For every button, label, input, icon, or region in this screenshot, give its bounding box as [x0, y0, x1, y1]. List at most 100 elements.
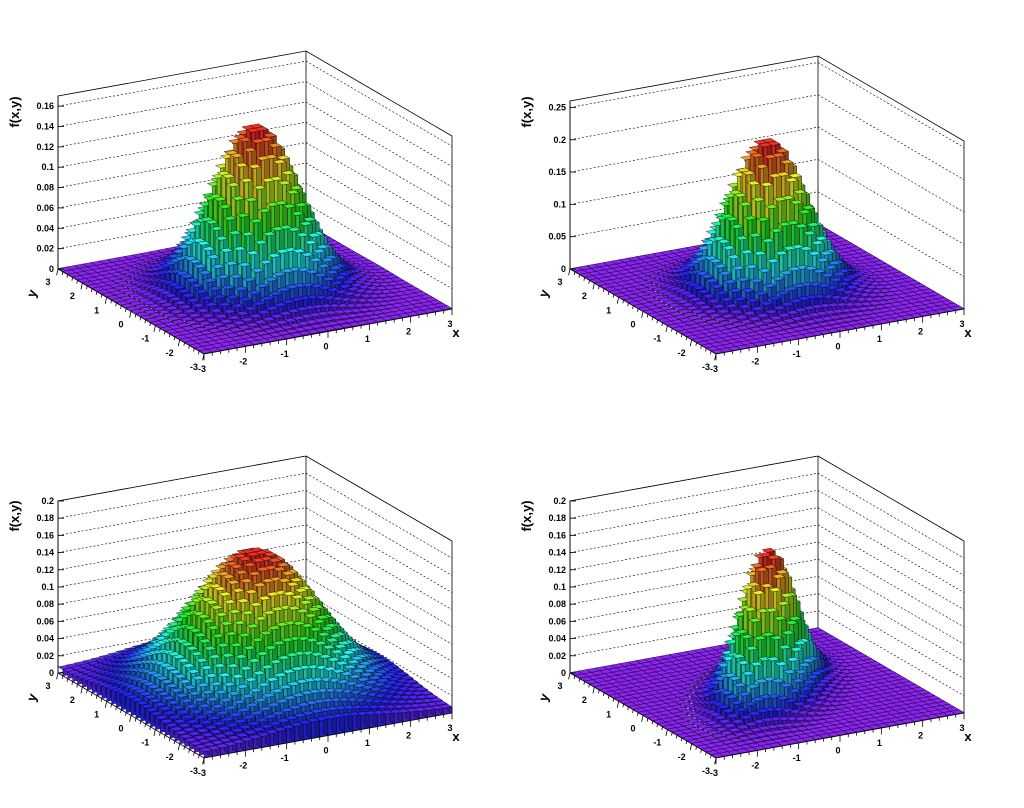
z-tick-label: 0.16: [36, 530, 54, 540]
y-tick-mark: [612, 294, 615, 298]
z-tick-label: 0.04: [36, 223, 54, 233]
y-tick-mark: [710, 351, 712, 355]
y-tick-mark: [115, 302, 117, 307]
y-tick-mark: [685, 740, 688, 745]
x-tick-label: 0: [323, 746, 328, 756]
z-tick-label: 0: [561, 668, 566, 678]
y-tick-mark: [129, 311, 132, 318]
x-tick-label: 1: [877, 738, 882, 748]
y-tick-mark: [607, 695, 610, 699]
x-tick-label: 1: [365, 334, 370, 344]
y-tick-mark: [110, 300, 112, 304]
y-tick-mark: [129, 715, 132, 722]
y-tick-mark: [616, 297, 620, 304]
y-tick-mark: [173, 740, 176, 745]
z-tick-label: 0: [49, 668, 54, 678]
y-tick-mark: [115, 706, 117, 711]
y-tick-mark: [159, 328, 161, 332]
y-tick-mark: [656, 723, 658, 728]
y-tick-mark: [168, 334, 171, 338]
y-tick-mark: [671, 328, 673, 332]
y-tick-mark: [134, 718, 137, 722]
y-tick-mark: [80, 283, 83, 290]
y-tick-mark: [125, 308, 127, 312]
y-tick-mark: [159, 732, 161, 736]
x-tick-label: -2: [751, 357, 759, 367]
x-tick-label: 2: [918, 731, 923, 741]
y-tick-label: 0: [630, 320, 635, 330]
y-tick-mark: [153, 729, 156, 737]
y-tick-mark: [173, 336, 176, 341]
z-tick-label: 0.1: [553, 199, 566, 209]
z-tick-label: 0: [561, 264, 566, 274]
y-tick-mark: [193, 348, 195, 352]
x-tick-label: 0: [835, 746, 840, 756]
z-tick-label: 0.16: [36, 101, 54, 111]
y-axis-title: y: [535, 691, 552, 704]
y-tick-mark: [641, 715, 644, 722]
y-tick-mark: [163, 331, 166, 335]
y-tick-label: -1: [653, 738, 661, 748]
y-tick-mark: [685, 336, 688, 341]
y-tick-mark: [66, 678, 69, 682]
z-tick-label: 0.14: [548, 548, 566, 558]
y-tick-mark: [700, 345, 702, 349]
y-tick-label: -2: [678, 752, 686, 762]
y-tick-mark: [622, 704, 624, 708]
y-tick-mark: [646, 718, 649, 722]
y-tick-mark: [700, 749, 702, 753]
y-tick-mark: [177, 339, 181, 347]
y-tick-mark: [637, 712, 639, 716]
y-tick-mark: [120, 305, 122, 310]
z-tick-label: 0.02: [548, 651, 566, 661]
y-tick-mark: [695, 746, 697, 750]
y-tick-label: -2: [166, 752, 174, 762]
y-tick-label: -3: [190, 362, 198, 372]
y-tick-mark: [110, 704, 112, 708]
y-tick-mark: [120, 709, 122, 714]
y-tick-mark: [104, 297, 108, 304]
y-tick-mark: [134, 314, 137, 318]
z-tick-label: 0.04: [548, 634, 566, 644]
y-tick-mark: [588, 684, 590, 688]
y-tick-mark: [76, 280, 78, 284]
y-tick-mark: [665, 729, 668, 737]
y-tick-mark: [163, 735, 166, 739]
y-tick-mark: [641, 311, 644, 318]
y-tick-mark: [583, 681, 585, 685]
z-gridline: [569, 472, 965, 559]
y-tick-label: -1: [141, 738, 149, 748]
y-tick-mark: [139, 721, 142, 725]
y-tick-label: 3: [557, 277, 562, 287]
y-tick-label: 1: [94, 709, 99, 719]
y-tick-mark: [592, 283, 595, 290]
y-tick-mark: [149, 322, 151, 327]
y-tick-mark: [153, 325, 156, 333]
y-tick-label: 2: [70, 291, 75, 301]
x-tick-label: 2: [406, 731, 411, 741]
z-tick-label: 0.2: [553, 496, 566, 506]
y-tick-mark: [80, 687, 83, 694]
lego-bars: [569, 547, 965, 759]
y-tick-label: 2: [70, 695, 75, 705]
y-tick-mark: [656, 319, 658, 324]
x-tick-label: 0: [835, 342, 840, 352]
z-tick-label: 0.04: [36, 634, 54, 644]
z-tick-label: 0.1: [41, 582, 54, 592]
x-tick-label: 1: [877, 334, 882, 344]
y-tick-mark: [198, 351, 200, 355]
z-tick-label: 0.18: [548, 513, 566, 523]
z-tick-label: 0.02: [36, 651, 54, 661]
z-tick-label: 0.08: [36, 183, 54, 193]
z-tick-label: 0.06: [548, 616, 566, 626]
y-tick-mark: [188, 749, 190, 753]
y-tick-label: 1: [94, 305, 99, 315]
y-tick-mark: [665, 325, 668, 333]
lego-bars: [57, 123, 453, 355]
z-tick-label: 0.06: [36, 616, 54, 626]
y-tick-mark: [592, 687, 595, 694]
y-tick-mark: [602, 288, 605, 293]
panel-bottom-left: -3-2-10123-3-2-1012300.020.040.060.080.1…: [7, 455, 460, 778]
y-tick-label: -2: [166, 348, 174, 358]
